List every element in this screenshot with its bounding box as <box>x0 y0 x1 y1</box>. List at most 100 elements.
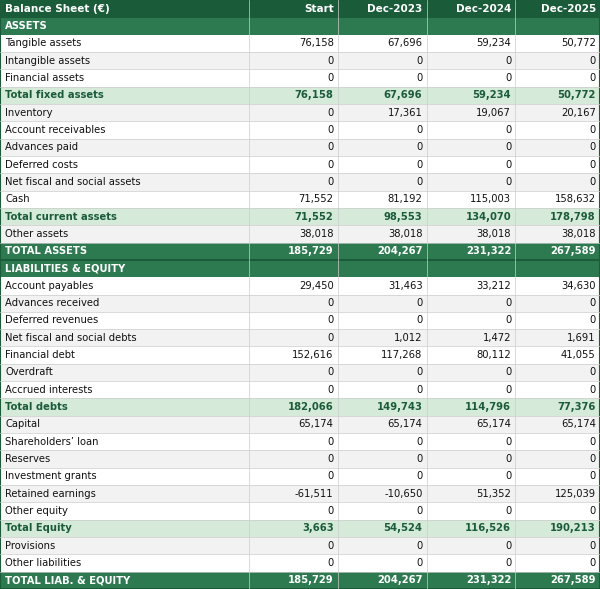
Text: Deferred revenues: Deferred revenues <box>5 316 98 326</box>
Bar <box>515 173 600 191</box>
Bar <box>338 416 427 433</box>
Bar <box>0 173 249 191</box>
Text: 0: 0 <box>416 298 422 308</box>
Bar <box>0 312 249 329</box>
Bar <box>515 87 600 104</box>
Bar <box>515 191 600 208</box>
Text: 0: 0 <box>590 558 596 568</box>
Text: 125,039: 125,039 <box>554 489 596 499</box>
Text: 1,691: 1,691 <box>567 333 596 343</box>
Bar <box>338 381 427 398</box>
Text: 0: 0 <box>416 160 422 170</box>
Text: 0: 0 <box>505 558 511 568</box>
Text: 0: 0 <box>416 385 422 395</box>
Text: Reserves: Reserves <box>5 454 50 464</box>
Bar <box>427 519 515 537</box>
Bar <box>0 138 249 156</box>
Text: 0: 0 <box>590 177 596 187</box>
Bar <box>249 156 338 173</box>
Text: Other equity: Other equity <box>5 506 68 516</box>
Text: Deferred costs: Deferred costs <box>5 160 79 170</box>
Bar <box>249 104 338 121</box>
Bar <box>249 346 338 364</box>
Text: 0: 0 <box>505 160 511 170</box>
Text: 0: 0 <box>590 316 596 326</box>
Bar <box>338 138 427 156</box>
Text: 190,213: 190,213 <box>550 524 596 534</box>
Text: 38,018: 38,018 <box>388 229 422 239</box>
Bar <box>249 17 338 35</box>
Bar <box>338 485 427 502</box>
Text: Start: Start <box>304 4 334 14</box>
Text: 0: 0 <box>328 558 334 568</box>
Text: 50,772: 50,772 <box>557 90 596 100</box>
Text: 0: 0 <box>590 454 596 464</box>
Text: Overdraft: Overdraft <box>5 368 53 378</box>
Bar <box>249 398 338 416</box>
Text: 185,729: 185,729 <box>288 246 334 256</box>
Text: 0: 0 <box>328 177 334 187</box>
Bar <box>427 17 515 35</box>
Text: 0: 0 <box>328 471 334 481</box>
Bar <box>515 138 600 156</box>
Text: Shareholders’ loan: Shareholders’ loan <box>5 437 99 446</box>
Bar <box>427 416 515 433</box>
Text: 0: 0 <box>505 471 511 481</box>
Bar <box>249 519 338 537</box>
Text: Dec-2025: Dec-2025 <box>541 4 596 14</box>
Text: Account receivables: Account receivables <box>5 125 106 135</box>
Bar <box>0 87 249 104</box>
Bar <box>515 17 600 35</box>
Bar <box>338 87 427 104</box>
Text: 0: 0 <box>328 333 334 343</box>
Bar <box>0 572 249 589</box>
Text: 0: 0 <box>416 368 422 378</box>
Text: 0: 0 <box>328 316 334 326</box>
Bar <box>515 294 600 312</box>
Text: 1,012: 1,012 <box>394 333 422 343</box>
Text: 0: 0 <box>416 143 422 152</box>
Text: 0: 0 <box>590 125 596 135</box>
Bar <box>427 485 515 502</box>
Bar <box>515 381 600 398</box>
Text: 17,361: 17,361 <box>388 108 422 118</box>
Bar <box>427 104 515 121</box>
Text: 0: 0 <box>328 298 334 308</box>
Text: 0: 0 <box>590 437 596 446</box>
Text: 0: 0 <box>590 143 596 152</box>
Bar <box>0 104 249 121</box>
Bar <box>338 121 427 138</box>
Text: 1,472: 1,472 <box>482 333 511 343</box>
Text: 0: 0 <box>328 454 334 464</box>
Text: 76,158: 76,158 <box>299 38 334 48</box>
Text: Advances received: Advances received <box>5 298 100 308</box>
Bar <box>515 451 600 468</box>
Bar <box>427 329 515 346</box>
Text: 0: 0 <box>416 177 422 187</box>
Text: 0: 0 <box>590 385 596 395</box>
Text: 0: 0 <box>505 177 511 187</box>
Text: Intangible assets: Intangible assets <box>5 55 91 65</box>
Text: 65,174: 65,174 <box>561 419 596 429</box>
Bar <box>0 208 249 225</box>
Text: 38,018: 38,018 <box>476 229 511 239</box>
Bar <box>427 191 515 208</box>
Text: Net fiscal and social debts: Net fiscal and social debts <box>5 333 137 343</box>
Text: 33,212: 33,212 <box>476 281 511 291</box>
Bar <box>515 433 600 451</box>
Bar <box>427 87 515 104</box>
Bar <box>338 502 427 519</box>
Bar <box>249 87 338 104</box>
Bar <box>249 277 338 294</box>
Bar <box>515 398 600 416</box>
Bar <box>427 225 515 243</box>
Bar <box>338 329 427 346</box>
Bar <box>249 468 338 485</box>
Text: Cash: Cash <box>5 194 30 204</box>
Text: 65,174: 65,174 <box>388 419 422 429</box>
Bar <box>427 294 515 312</box>
Bar <box>338 173 427 191</box>
Bar <box>427 451 515 468</box>
Bar <box>249 0 338 17</box>
Text: 0: 0 <box>505 316 511 326</box>
